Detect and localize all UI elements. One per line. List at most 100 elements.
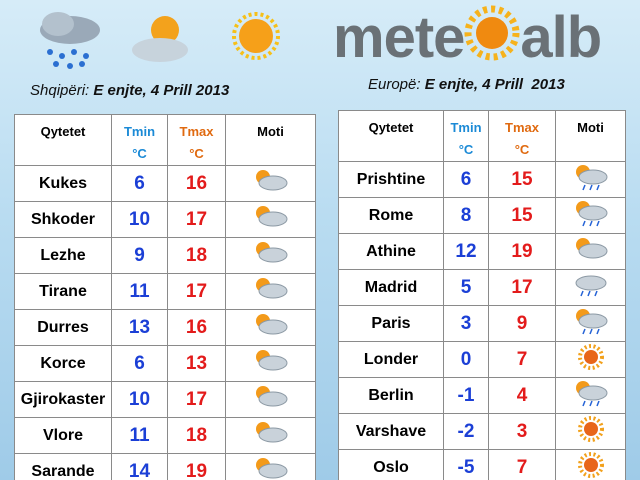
weather-cell	[225, 273, 316, 310]
weather-cell	[225, 381, 316, 418]
row: Shkoder 10 17	[14, 201, 316, 238]
weather-icon	[575, 201, 607, 227]
tmax: 13	[167, 345, 226, 382]
weather-icon	[575, 309, 607, 335]
albania-heading: Shqipëri: E enjte, 4 Prill 2013	[30, 82, 229, 99]
header-cell: Tmax °C	[488, 110, 556, 162]
city: Gjirokaster	[14, 381, 112, 418]
header-unit: °C	[132, 146, 147, 161]
row: Durres 13 16	[14, 309, 316, 346]
weather-icon	[255, 386, 287, 407]
europe-table: Qytetet Tmin °C Tmax °C Moti Prishtine 6 15 Rome 8…	[338, 110, 626, 480]
weather-cell	[225, 201, 316, 238]
weather-cell	[225, 237, 316, 274]
header-cell: Moti	[225, 114, 316, 166]
header-unit: °C	[514, 142, 530, 157]
header-text: Moti	[257, 124, 284, 139]
weather-icon	[255, 170, 287, 191]
header-text: Tmax	[179, 124, 214, 139]
heading-date: E enjte, 4 Prill 2013	[424, 76, 565, 93]
tmax: 17	[167, 201, 226, 238]
row: Madrid 5 17	[338, 269, 626, 306]
row: Kukes 6 16	[14, 165, 316, 202]
city: Londer	[338, 341, 444, 378]
weather-icon	[255, 278, 287, 299]
weather-cell	[225, 165, 316, 202]
tmin: 6	[111, 345, 168, 382]
row: Berlin -1 4	[338, 377, 626, 414]
weather-icon	[577, 344, 604, 370]
header-text: Tmin	[123, 124, 156, 139]
row: Paris 3 9	[338, 305, 626, 342]
city: Durres	[14, 309, 112, 346]
tmax: 15	[488, 197, 556, 234]
header-unit: °C	[458, 142, 474, 157]
row: Rome 8 15	[338, 197, 626, 234]
tmin: 0	[443, 341, 489, 378]
weather-icon	[577, 452, 604, 478]
row: Oslo -5 7	[338, 449, 626, 480]
row: Vlore 11 18	[14, 417, 316, 454]
weather-cell	[555, 197, 626, 234]
row: Tirane 11 17	[14, 273, 316, 310]
row: Prishtine 6 15	[338, 161, 626, 198]
row: Lezhe 9 18	[14, 237, 316, 274]
tmin: 3	[443, 305, 489, 342]
weather-cell	[555, 449, 626, 480]
weather-cell	[555, 269, 626, 306]
sun-icon	[232, 12, 280, 60]
tmin: 12	[443, 233, 489, 270]
city: Varshave	[338, 413, 444, 450]
city: Oslo	[338, 449, 444, 480]
tmin: 6	[443, 161, 489, 198]
logo-text: mete	[333, 5, 465, 70]
header-cell: Tmin °C	[111, 114, 168, 166]
tmax: 18	[167, 417, 226, 454]
tmin: 14	[111, 453, 168, 480]
tmax: 15	[488, 161, 556, 198]
tmin: -5	[443, 449, 489, 480]
city: Tirane	[14, 273, 112, 310]
tmin: 13	[111, 309, 168, 346]
tmax: 9	[488, 305, 556, 342]
weather-cell	[555, 413, 626, 450]
tmin: 9	[111, 237, 168, 274]
tmax: 19	[167, 453, 226, 480]
city: Kukes	[14, 165, 112, 202]
weather-cell	[555, 161, 626, 198]
banner-icons	[40, 12, 280, 69]
tmin: 8	[443, 197, 489, 234]
header-row: Qytetet Tmin °C Tmax °C Moti	[338, 110, 626, 162]
weather-icon	[577, 416, 604, 442]
weather-cell	[225, 345, 316, 382]
header-text: Tmin	[450, 120, 482, 135]
header-row: Qytetet Tmin °C Tmax °C Moti	[14, 114, 316, 166]
weather-icon	[255, 242, 287, 263]
europe-heading: Europë: E enjte, 4 Prill 2013	[368, 76, 565, 93]
row: Korce 6 13	[14, 345, 316, 382]
logo-sun	[464, 5, 520, 61]
header-text: Tmax	[505, 120, 539, 135]
weather-icon	[575, 165, 607, 191]
row: Gjirokaster 10 17	[14, 381, 316, 418]
city: Paris	[338, 305, 444, 342]
header-cell: Tmin °C	[443, 110, 489, 162]
tmin: -2	[443, 413, 489, 450]
city: Madrid	[338, 269, 444, 306]
city: Korce	[14, 345, 112, 382]
weather-cell	[555, 377, 626, 414]
rain-cloud-icon	[40, 12, 100, 69]
header-text: Qytetet	[40, 124, 86, 139]
city: Lezhe	[14, 237, 112, 274]
tmax: 3	[488, 413, 556, 450]
weather-icon	[255, 458, 287, 479]
tmin: 10	[111, 381, 168, 418]
logo-text: alb	[520, 5, 602, 70]
city: Shkoder	[14, 201, 112, 238]
weather-icon	[255, 422, 287, 443]
weather-icon	[255, 350, 287, 371]
logo: mete alb	[333, 4, 602, 71]
city: Prishtine	[338, 161, 444, 198]
weather-cell	[225, 417, 316, 454]
